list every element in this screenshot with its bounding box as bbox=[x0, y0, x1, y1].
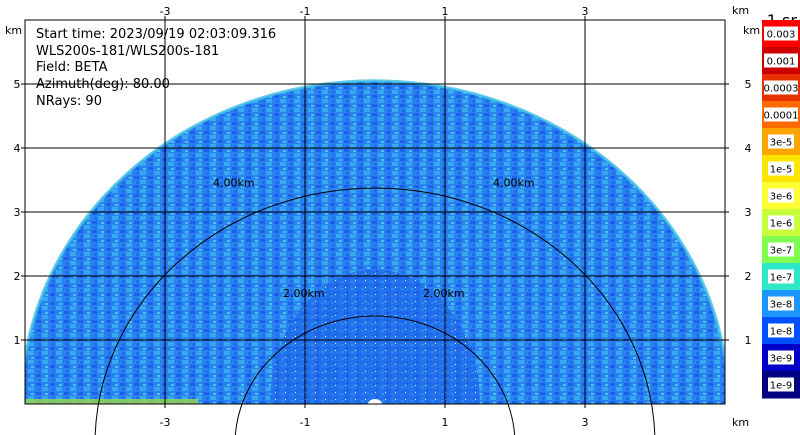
ground-strip bbox=[25, 399, 199, 404]
colorbar-label: 1e-7 bbox=[770, 273, 793, 284]
range-ring-label: 4.00km bbox=[493, 176, 535, 189]
colorbar-label-box bbox=[764, 53, 798, 68]
colorbar-label: 1e-6 bbox=[770, 219, 793, 230]
info-block: Start time: 2023/09/19 02:03:09.316 WLS2… bbox=[36, 27, 276, 109]
x-tick-label-top: 3 bbox=[582, 5, 589, 18]
colorbar-label: 1e-5 bbox=[770, 165, 793, 176]
range-ring-label: 4.00km bbox=[213, 176, 255, 189]
grid bbox=[25, 20, 725, 404]
y-tick-label-right: 1 bbox=[745, 334, 752, 347]
x-unit-top: km bbox=[732, 4, 749, 17]
y-unit-left: km bbox=[5, 24, 22, 37]
colorbar-label-box bbox=[764, 26, 798, 41]
x-tick-label-bottom: 3 bbox=[582, 416, 589, 429]
x-tick-label-top: -3 bbox=[160, 5, 171, 18]
info-nrays: NRays: 90 bbox=[36, 94, 102, 109]
x-unit-bottom: km bbox=[732, 416, 749, 429]
y-tick-label-right: 2 bbox=[745, 270, 752, 283]
colorbar-label: 0.0001 bbox=[764, 111, 799, 122]
colorbar-label-box bbox=[768, 134, 794, 149]
y-tick-label-right: 5 bbox=[745, 78, 752, 91]
colorbar-label-box bbox=[768, 242, 794, 257]
colorbar-label: 0.0003 bbox=[764, 84, 799, 95]
origin-gap bbox=[368, 399, 382, 404]
y-tick-label-left: 2 bbox=[14, 270, 21, 283]
colorbar-label: 3e-6 bbox=[770, 192, 793, 203]
colorbar-label-box bbox=[768, 161, 794, 176]
range-ring bbox=[94, 187, 656, 435]
y-tick-label-left: 5 bbox=[14, 78, 21, 91]
range-ring-label: 2.00km bbox=[283, 287, 325, 300]
beta-field bbox=[25, 79, 725, 404]
colorbar-label: 3e-8 bbox=[770, 300, 793, 311]
scan-sector bbox=[25, 80, 725, 404]
info-field: Field: BETA bbox=[36, 60, 108, 75]
x-tick-label-top: 1 bbox=[442, 5, 449, 18]
x-tick-label-top: -1 bbox=[300, 5, 311, 18]
colorbar-label: 3e-7 bbox=[770, 246, 793, 257]
colorbar: 0.003 0.001 0.0003 0.0001 3e-5 1e-5 3e-6 1e-6 3e… bbox=[762, 20, 800, 399]
info-start-time: Start time: 2023/09/19 02:03:09.316 bbox=[36, 27, 276, 42]
colorbar-label-box bbox=[768, 377, 794, 392]
x-tick-label-bottom: -3 bbox=[160, 416, 171, 429]
colorbar-label: 1e-9 bbox=[770, 381, 793, 392]
range-ring-label: 2.00km bbox=[423, 287, 465, 300]
axis-ticks: -3 -3 -1 -1 1 1 3 3 1 1 2 2 3 3 4 4 5 5 bbox=[14, 5, 752, 429]
colorbar-label: 1e-8 bbox=[770, 327, 793, 338]
colorbar-label-box bbox=[768, 323, 794, 338]
colorbar-label: 0.001 bbox=[767, 57, 796, 68]
range-rings: 2.00km 2.00km 4.00km 4.00km bbox=[94, 176, 656, 435]
colorbar-label: 3e-9 bbox=[770, 354, 793, 365]
y-unit-right: km bbox=[743, 24, 760, 37]
y-tick-label-right: 4 bbox=[745, 142, 752, 155]
colorbar-label-box bbox=[768, 350, 794, 365]
colorbar-label: 0.003 bbox=[767, 30, 796, 41]
y-tick-label-left: 4 bbox=[14, 142, 21, 155]
y-tick-label-right: 3 bbox=[745, 206, 752, 219]
x-tick-label-bottom: 1 bbox=[442, 416, 449, 429]
colorbar-label-box bbox=[764, 80, 798, 95]
info-instrument: WLS200s-181/WLS200s-181 bbox=[36, 44, 219, 59]
colorbar-label-box bbox=[768, 215, 794, 230]
colorbar-label-box bbox=[768, 296, 794, 311]
range-ring bbox=[234, 315, 516, 435]
colorbar-label: 3e-5 bbox=[770, 138, 793, 149]
colorbar-label-box bbox=[768, 269, 794, 284]
colorbar-label-box bbox=[768, 188, 794, 203]
x-tick-label-bottom: -1 bbox=[300, 416, 311, 429]
info-azimuth: Azimuth(deg): 80.00 bbox=[36, 77, 170, 92]
scan-sector-inner bbox=[270, 269, 480, 404]
scan-sector-edge bbox=[25, 79, 725, 371]
y-tick-label-left: 1 bbox=[14, 334, 21, 347]
colorbar-label-box bbox=[764, 107, 798, 122]
y-tick-label-left: 3 bbox=[14, 206, 21, 219]
